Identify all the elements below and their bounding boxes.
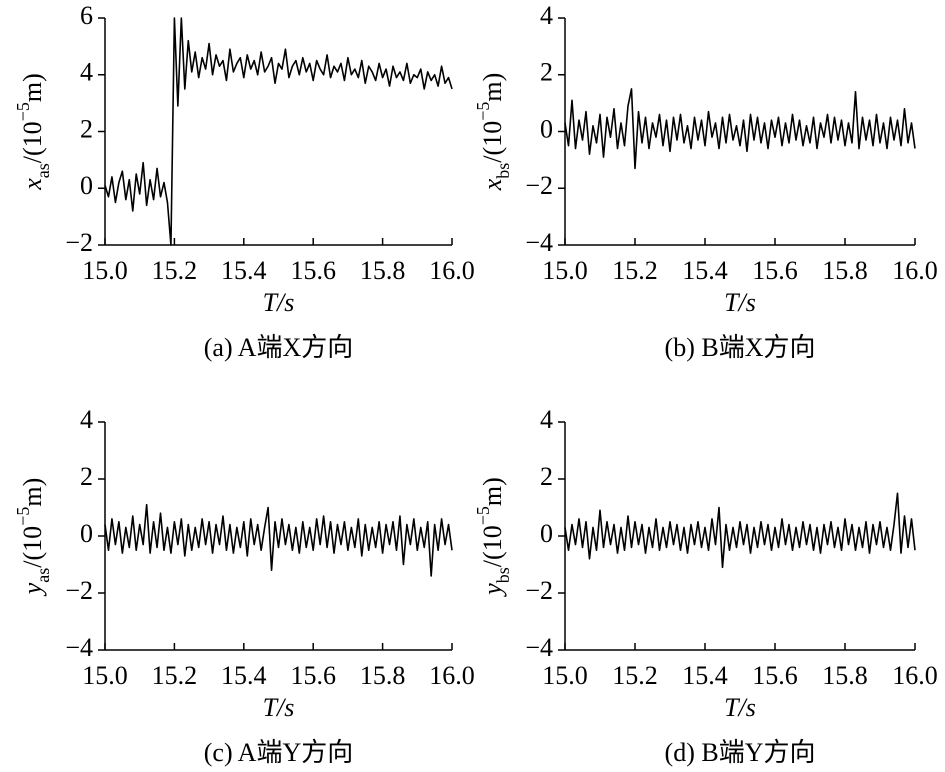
y-tick-label: 4 — [540, 405, 553, 434]
y-axis-title-part: −5 — [13, 507, 33, 526]
x-tick-label: 15.6 — [290, 661, 336, 690]
y-axis-title-part: x — [478, 178, 507, 191]
x-tick-label: 15.6 — [752, 256, 798, 285]
panel: −2 0 2 4 6 15.0 15.2 15.4 15.6 15.8 16.0 T/s (a) A端X… — [13, 1, 475, 362]
x-axis-title: T/s — [724, 693, 756, 722]
y-axis-title-part: /(10 — [478, 525, 507, 567]
x-tick-label: 15.8 — [360, 256, 406, 285]
x-axis-title: T/s — [263, 693, 295, 722]
y-axis-title-part: /(10 — [478, 121, 507, 163]
y-axis-title-part: bs — [493, 567, 513, 583]
y-axis-title: ybs/(10−5m) — [473, 477, 513, 598]
y-axis-title-part: y — [478, 583, 507, 598]
signal-line — [564, 88, 916, 170]
y-tick-label: −2 — [525, 576, 553, 605]
y-tick-label: 0 — [80, 171, 93, 200]
x-tick-label: 15.2 — [152, 256, 198, 285]
caption: (c) A端Y方向 — [204, 738, 353, 767]
y-axis-title-part: −5 — [473, 506, 493, 525]
x-tick-label: 16.0 — [892, 661, 938, 690]
x-tick-label: 16.0 — [892, 256, 938, 285]
y-axis-title-part: bs — [493, 163, 513, 179]
y-tick-label: −4 — [525, 228, 553, 257]
x-tick-label: 15.6 — [752, 661, 798, 690]
caption: (b) B端X方向 — [665, 333, 816, 362]
caption: (d) B端Y方向 — [665, 738, 816, 767]
panel: −4 −2 0 2 4 15.0 15.2 15.4 15.6 15.8 16.0 T/s (c) A端… — [13, 405, 475, 767]
y-axis-title-part: m) — [478, 477, 507, 506]
y-tick-label: 2 — [80, 462, 93, 491]
y-axis-title: xbs/(10−5m) — [473, 73, 513, 192]
y-axis-title-part: m) — [18, 73, 47, 102]
y-axis-title: xas/(10−5m) — [13, 73, 53, 190]
y-axis-title-part: y — [18, 582, 47, 597]
x-tick-label: 15.0 — [542, 256, 588, 285]
signal-line — [104, 17, 453, 246]
x-tick-label: 15.6 — [290, 256, 336, 285]
y-tick-label: 0 — [540, 114, 553, 143]
y-tick-label: 4 — [80, 405, 93, 434]
x-tick-label: 16.0 — [429, 661, 475, 690]
signal-line — [564, 492, 916, 569]
x-tick-label: 15.0 — [82, 256, 128, 285]
y-tick-label: 2 — [540, 462, 553, 491]
y-tick-label: 4 — [80, 58, 93, 87]
y-axis-title-part: −5 — [13, 102, 33, 121]
signal-line — [104, 503, 453, 577]
y-axis-title: yas/(10−5m) — [13, 478, 53, 597]
y-tick-label: 2 — [540, 58, 553, 87]
x-tick-label: 15.4 — [221, 256, 267, 285]
x-tick-label: 15.2 — [612, 256, 658, 285]
x-tick-label: 15.0 — [542, 661, 588, 690]
y-axis-title-part: m) — [478, 73, 507, 102]
x-tick-label: 15.4 — [682, 256, 728, 285]
x-tick-label: 15.8 — [360, 661, 406, 690]
x-tick-label: 15.0 — [82, 661, 128, 690]
y-axis-title-part: as — [33, 163, 53, 178]
panel: −4 −2 0 2 4 15.0 15.2 15.4 15.6 15.8 16.0 T/s (d) B端… — [473, 405, 938, 767]
y-axis-title-part: /(10 — [18, 121, 47, 163]
panel: −4 −2 0 2 4 15.0 15.2 15.4 15.6 15.8 16.0 T/s (b) B端… — [473, 1, 938, 362]
x-tick-label: 15.4 — [682, 661, 728, 690]
y-tick-label: 0 — [80, 519, 93, 548]
y-tick-label: −2 — [525, 171, 553, 200]
x-tick-label: 15.8 — [822, 661, 868, 690]
x-tick-label: 16.0 — [429, 256, 475, 285]
y-tick-label: 0 — [540, 519, 553, 548]
y-tick-label: 2 — [80, 114, 93, 143]
y-tick-label: 6 — [80, 1, 93, 30]
y-axis-title-part: x — [18, 178, 47, 191]
y-tick-label: −4 — [65, 633, 93, 662]
y-tick-label: −4 — [525, 633, 553, 662]
y-tick-label: −2 — [65, 228, 93, 257]
y-axis-title-part: /(10 — [18, 526, 47, 568]
x-tick-label: 15.2 — [152, 661, 198, 690]
x-tick-label: 15.8 — [822, 256, 868, 285]
y-axis-title-part: −5 — [473, 102, 493, 121]
x-tick-label: 15.4 — [221, 661, 267, 690]
x-tick-label: 15.2 — [612, 661, 658, 690]
y-axis-title-part: m) — [18, 478, 47, 507]
y-tick-label: 4 — [540, 1, 553, 30]
y-axis-title-part: as — [33, 568, 53, 583]
y-tick-label: −2 — [65, 576, 93, 605]
x-axis-title: T/s — [263, 288, 295, 317]
caption: (a) A端X方向 — [204, 333, 353, 362]
x-axis-title: T/s — [724, 288, 756, 317]
